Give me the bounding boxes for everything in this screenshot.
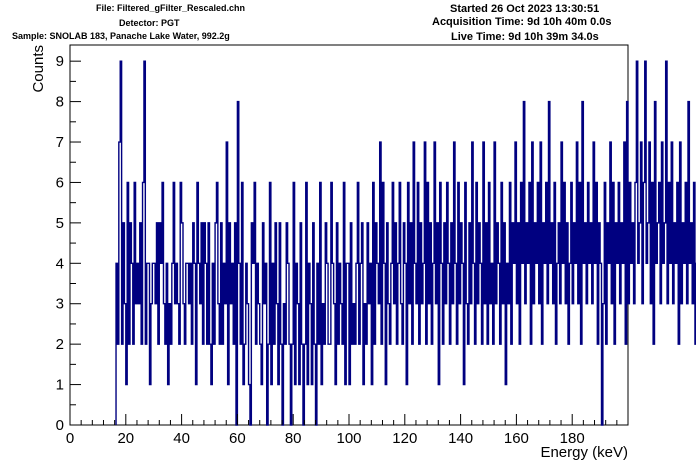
x-tick-label: 100 — [336, 430, 361, 447]
x-tick-label: 20 — [117, 430, 134, 447]
y-axis-title: Counts — [30, 45, 47, 93]
detector-label: Detector: PGT — [119, 18, 180, 28]
y-tick-label: 5 — [56, 215, 64, 232]
y-tick-label: 2 — [56, 336, 64, 353]
histogram-series-line — [115, 60, 696, 426]
y-tick-label: 8 — [56, 94, 64, 111]
y-tick-label: 9 — [56, 53, 64, 70]
y-tick-label: 7 — [56, 134, 64, 151]
x-tick-label: 180 — [560, 430, 585, 447]
x-axis-title: Energy (keV) — [540, 444, 628, 461]
y-tick-label: 1 — [56, 377, 64, 394]
file-name-label: File: Filtered_gFilter_Rescaled.chn — [96, 3, 246, 13]
y-tick-label: 4 — [56, 255, 64, 272]
y-tick-label: 0 — [56, 417, 64, 434]
live-time-label: Live Time: 9d 10h 39m 34.0s — [451, 31, 599, 43]
x-tick-label: 140 — [448, 430, 473, 447]
x-tick-label: 160 — [504, 430, 529, 447]
sample-label: Sample: SNOLAB 183, Panache Lake Water, … — [12, 31, 230, 41]
y-tick-label: 3 — [56, 296, 64, 313]
x-tick-label: 60 — [229, 430, 246, 447]
start-time-label: Started 26 Oct 2023 13:30:51 — [450, 3, 600, 15]
acquisition-time-label: Acquisition Time: 9d 10h 40m 0.0s — [432, 16, 612, 28]
x-tick-label: 40 — [173, 430, 190, 447]
x-tick-label: 120 — [392, 430, 417, 447]
x-tick-label: 0 — [66, 430, 74, 447]
y-tick-label: 6 — [56, 174, 64, 191]
x-tick-label: 80 — [285, 430, 302, 447]
